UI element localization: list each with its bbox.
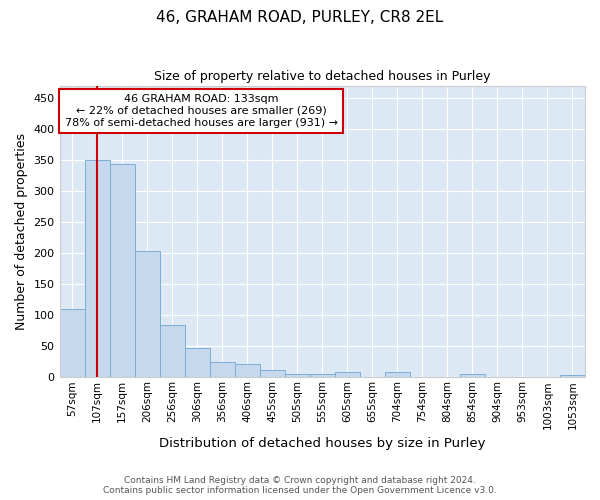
Bar <box>335 372 360 378</box>
X-axis label: Distribution of detached houses by size in Purley: Distribution of detached houses by size … <box>159 437 485 450</box>
Text: 46 GRAHAM ROAD: 133sqm
← 22% of detached houses are smaller (269)
78% of semi-de: 46 GRAHAM ROAD: 133sqm ← 22% of detached… <box>65 94 338 128</box>
Bar <box>460 374 485 378</box>
Bar <box>185 348 209 378</box>
Bar <box>310 374 335 378</box>
Y-axis label: Number of detached properties: Number of detached properties <box>15 133 28 330</box>
Bar <box>209 362 235 378</box>
Bar <box>59 309 85 378</box>
Text: 46, GRAHAM ROAD, PURLEY, CR8 2EL: 46, GRAHAM ROAD, PURLEY, CR8 2EL <box>157 10 443 25</box>
Bar <box>285 374 310 378</box>
Bar <box>110 164 134 378</box>
Bar <box>160 324 185 378</box>
Bar <box>560 376 585 378</box>
Text: Contains HM Land Registry data © Crown copyright and database right 2024.
Contai: Contains HM Land Registry data © Crown c… <box>103 476 497 495</box>
Bar <box>85 160 110 378</box>
Bar <box>134 252 160 378</box>
Bar <box>235 364 260 378</box>
Bar <box>260 370 285 378</box>
Bar <box>385 372 410 378</box>
Title: Size of property relative to detached houses in Purley: Size of property relative to detached ho… <box>154 70 491 83</box>
